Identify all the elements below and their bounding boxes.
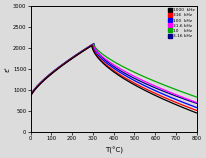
Y-axis label: ε': ε': [4, 66, 10, 72]
X-axis label: T(°C): T(°C): [105, 147, 123, 154]
Legend: 1000  kHz, 316  kHz, 100  kHz, 31.6 kHz, 10    kHz, 3.16 kHz: 1000 kHz, 316 kHz, 100 kHz, 31.6 kHz, 10…: [167, 7, 195, 39]
